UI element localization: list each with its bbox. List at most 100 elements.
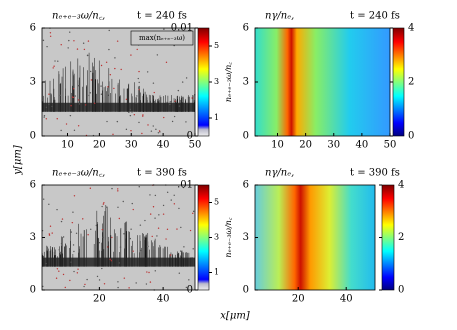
noise-dot: [72, 96, 75, 99]
noise-dot: [152, 82, 155, 84]
noise-dot: [173, 194, 175, 197]
noise-dot: [107, 94, 109, 96]
x-tick-label: 40: [157, 140, 170, 151]
noise-dot: [138, 70, 140, 73]
y-tick-label: 6: [30, 23, 36, 34]
noise-dot: [120, 68, 122, 71]
noise-dot: [105, 206, 107, 208]
noise-dot: [117, 190, 119, 192]
noise-dot: [101, 228, 104, 231]
noise-dot: [133, 113, 136, 116]
panel-title: nγ/nₑ,: [265, 11, 294, 22]
noise-dot: [45, 106, 48, 109]
noise-dot: [49, 32, 52, 34]
noise-dot: [103, 283, 106, 285]
noise-dot: [77, 125, 80, 127]
noise-dot: [147, 245, 149, 248]
noise-dot: [114, 57, 116, 59]
noise-dot: [49, 225, 52, 227]
noise-dot: [117, 206, 119, 209]
colorbar-y2-label: nₑ₊ₑ₋₃ω/n꜀: [224, 217, 233, 257]
noise-dot: [77, 268, 79, 270]
noise-dot: [170, 199, 172, 201]
noise-dot: [100, 64, 103, 67]
noise-dot: [173, 115, 176, 118]
noise-dot: [123, 277, 126, 279]
colorbar-tick-label: 2: [408, 77, 414, 88]
y-tick-label: 6: [243, 180, 249, 191]
noise-dot: [165, 238, 167, 240]
noise-dot: [77, 99, 80, 101]
panel-time: t = 240 fs: [350, 11, 400, 22]
noise-dot: [153, 91, 155, 94]
noise-dot: [174, 100, 176, 102]
colorbar: [197, 184, 210, 291]
y-tick-label: 0: [243, 285, 249, 296]
colorbar-tick-label: 2: [398, 232, 404, 243]
noise-dot: [132, 250, 134, 252]
noise-dot: [154, 270, 156, 272]
noise-dot: [128, 111, 130, 114]
noise-dot: [138, 81, 140, 84]
noise-dot: [114, 67, 116, 70]
noise-dot: [146, 271, 148, 273]
noise-dot: [98, 279, 101, 281]
colorbar-y2-tick-label: 3: [214, 77, 219, 86]
noise-dot: [42, 39, 45, 42]
noise-dot: [177, 89, 180, 92]
noise-dot: [138, 186, 140, 188]
noise-dot: [101, 267, 103, 270]
noise-dot: [155, 128, 157, 131]
noise-dot: [64, 286, 66, 289]
noise-dot: [178, 207, 180, 210]
noise-dot: [151, 235, 153, 238]
noise-dot: [84, 283, 86, 286]
noise-dot: [76, 272, 79, 274]
noise-dot: [58, 249, 60, 251]
heatmap-background: [42, 28, 195, 136]
noise-dot: [192, 212, 194, 215]
noise-dot: [70, 105, 72, 107]
y-tick-label: 3: [30, 232, 36, 243]
noise-dot: [156, 54, 159, 56]
x-tick-label: 50: [384, 140, 397, 151]
x-tick-label: 30: [125, 140, 138, 151]
noise-dot: [163, 28, 165, 30]
noise-dot: [45, 118, 48, 120]
noise-dot: [69, 31, 71, 33]
noise-dot: [82, 218, 84, 220]
noise-dot: [105, 61, 108, 63]
noise-dot: [72, 244, 75, 246]
colorbar-tick-label: 0.01: [171, 23, 193, 34]
noise-dot: [111, 236, 113, 239]
noise-dot: [49, 35, 52, 38]
y-tick-label: 3: [243, 232, 249, 243]
noise-dot: [48, 233, 50, 235]
noise-dot: [125, 128, 128, 131]
noise-dot: [51, 105, 53, 108]
noise-dot: [129, 237, 131, 240]
noise-dot: [98, 241, 100, 244]
noise-dot: [84, 104, 87, 106]
noise-dot: [132, 208, 134, 211]
y-tick-label: 3: [30, 77, 36, 88]
noise-dot: [67, 47, 69, 49]
noise-dot: [89, 187, 92, 189]
noise-dot: [130, 54, 132, 56]
y-tick-label: 0: [30, 131, 36, 142]
noise-dot: [48, 203, 50, 205]
noise-dot: [74, 95, 77, 97]
colorbar: [392, 27, 405, 137]
noise-dot: [165, 61, 168, 64]
noise-dot: [77, 85, 80, 87]
noise-dot: [61, 218, 64, 220]
noise-dot: [101, 205, 103, 208]
noise-dot: [103, 110, 105, 112]
noise-dot: [125, 98, 128, 101]
noise-dot: [149, 281, 152, 283]
noise-dot: [117, 281, 119, 283]
noise-dot: [154, 217, 156, 219]
noise-dot: [140, 249, 143, 252]
noise-dot: [183, 246, 185, 248]
noise-dot: [57, 60, 59, 62]
